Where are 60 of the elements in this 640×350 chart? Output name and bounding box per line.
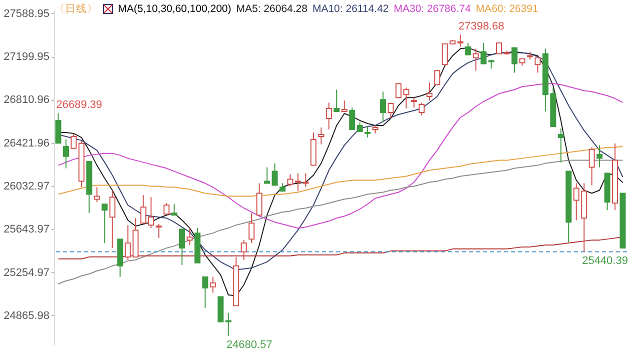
annotation: 24680.57 [226, 339, 272, 350]
candlestick [364, 126, 371, 138]
candlestick [318, 126, 324, 145]
candlestick [287, 174, 294, 187]
candlestick [341, 100, 348, 112]
text: MA5: 26064.28 [236, 3, 308, 15]
candlestick [156, 224, 162, 239]
candlestick [349, 107, 356, 130]
text: MA60: 26391 [476, 3, 538, 15]
candlestick [256, 182, 262, 216]
candlestick [210, 276, 216, 294]
candlestick [334, 89, 340, 112]
candlestick [534, 57, 541, 74]
candlestick [558, 128, 564, 163]
line-series [58, 83, 624, 229]
candlestick [94, 186, 100, 203]
candlestick [511, 47, 518, 74]
candlestick [465, 42, 472, 56]
candlestick [410, 97, 417, 108]
candlestick [248, 212, 255, 244]
candlestick [102, 204, 108, 244]
y-tick-label: 25643.97 [4, 224, 50, 236]
annotation: 25440.39 [582, 254, 628, 267]
annotation: 27398.68 [458, 20, 504, 33]
candlestick [472, 48, 479, 72]
chart-title: 〈日线〉 [54, 2, 98, 16]
candlestick [588, 146, 595, 186]
text: MA10: 26114.42 [312, 3, 389, 15]
candlestick [164, 202, 170, 215]
candlestick [109, 190, 116, 248]
candlestick [272, 162, 278, 186]
candlestick [70, 132, 77, 149]
y-tick-label: 27588.95 [4, 8, 50, 20]
candlestick [202, 276, 208, 308]
y-tick-label: 26032.97 [4, 180, 50, 193]
y-tick-label: 25254.97 [4, 266, 50, 279]
y-tick-label: 27199.95 [4, 51, 50, 64]
candlestick [457, 34, 464, 48]
candlestick [480, 42, 487, 64]
candlestick [264, 166, 270, 184]
candlestick [434, 70, 440, 86]
candlestick [186, 228, 193, 246]
candlestick [225, 312, 232, 337]
y-tick-label: 26421.96 [4, 137, 50, 150]
y-tick-label: 24865.98 [4, 310, 50, 322]
candlestick [326, 102, 332, 130]
candlestick [240, 240, 247, 260]
candlestick [496, 42, 502, 54]
candlestick [388, 102, 394, 119]
annotation: 26689.39 [56, 99, 102, 112]
candlestick [62, 138, 69, 169]
text: MA30: 26786.74 [394, 3, 471, 15]
candlestick [171, 204, 178, 216]
candlestick [178, 228, 185, 266]
candlestick [426, 82, 432, 102]
candlestick [418, 102, 425, 116]
candlestick [596, 144, 603, 168]
candlestick [380, 91, 386, 123]
chart-subtitle: MA(5,10,30,60,100,200) [118, 3, 232, 15]
y-tick-label: 26810.96 [4, 94, 50, 106]
